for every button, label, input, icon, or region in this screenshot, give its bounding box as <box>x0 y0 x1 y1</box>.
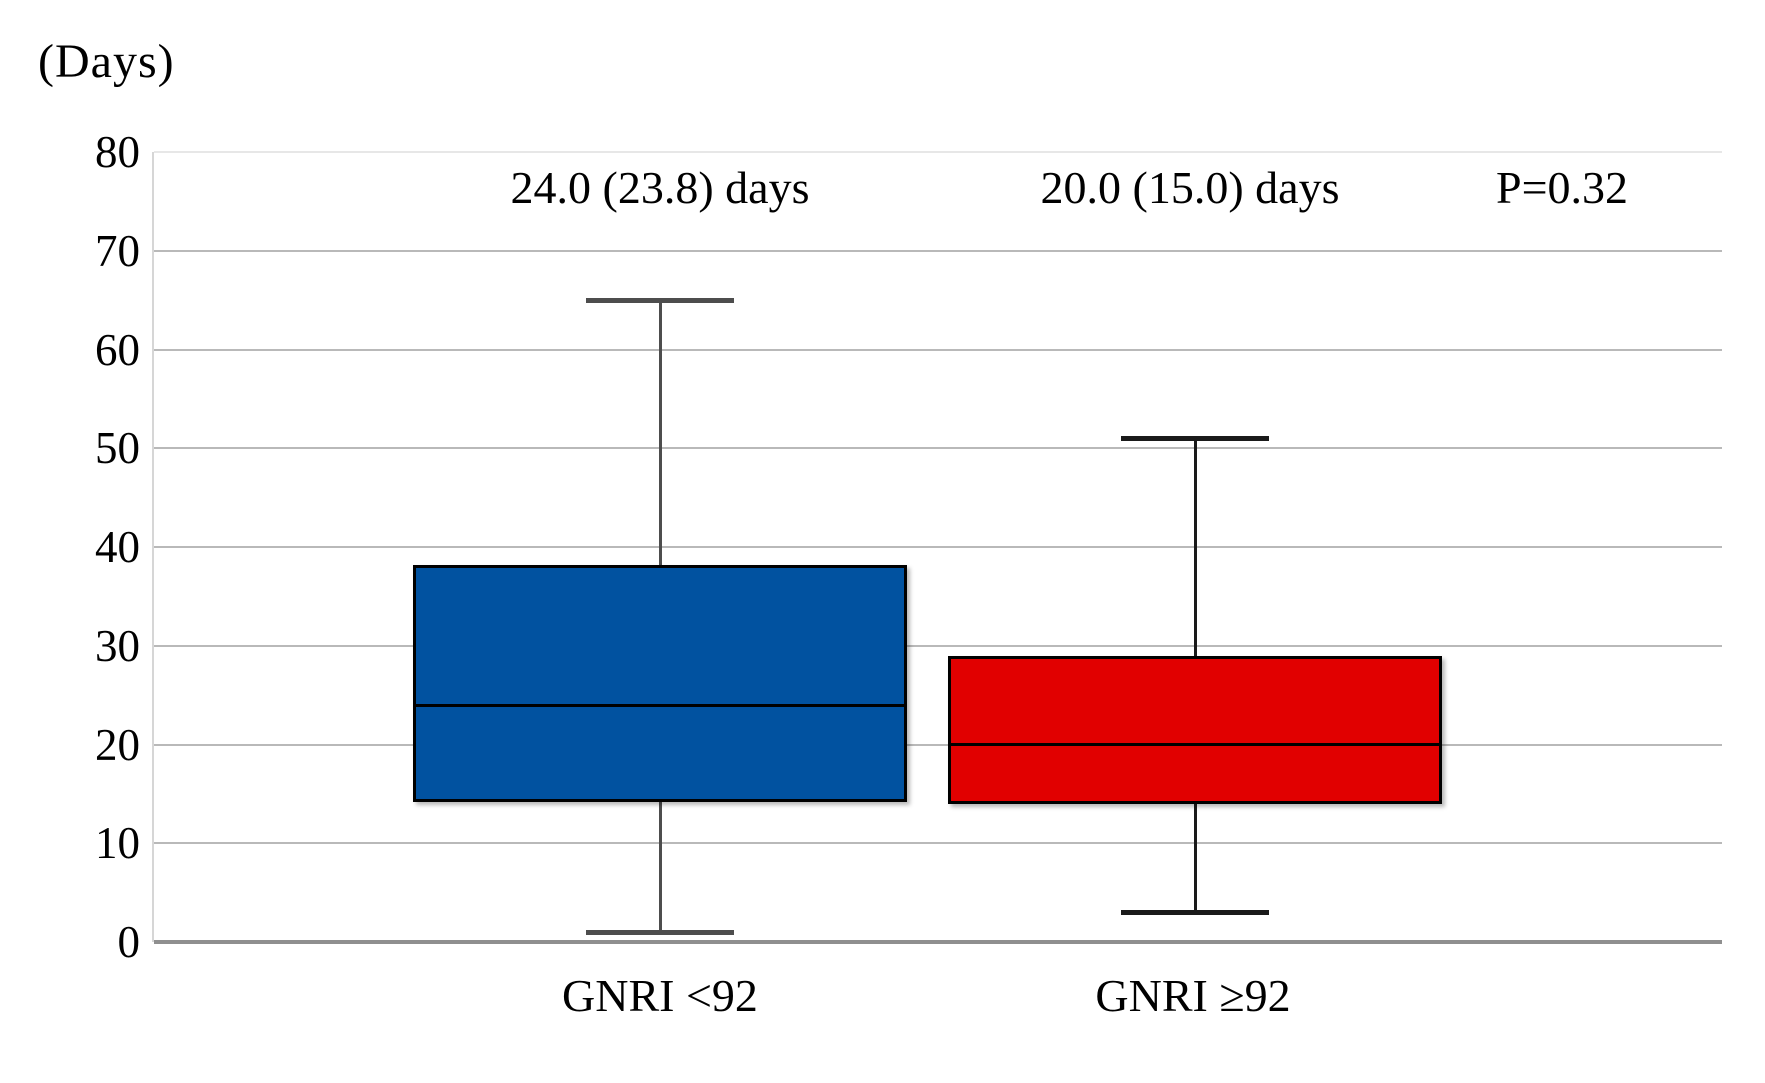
p-value-label: P=0.32 <box>1495 162 1629 213</box>
x-axis-line <box>154 940 1722 944</box>
y-tick-label-80: 80 <box>95 127 140 177</box>
x-axis-label-group-1: GNRI <92 <box>562 970 758 1021</box>
gridline-20 <box>154 743 1722 746</box>
gridline-50 <box>154 447 1722 450</box>
gridline-70 <box>154 249 1722 252</box>
y-tick-label-60: 60 <box>95 324 140 375</box>
annotation-group-2: 20.0 (15.0) days <box>1040 162 1340 213</box>
y-tick-label-20: 20 <box>95 719 140 770</box>
y-tick-label-10: 10 <box>95 818 140 869</box>
whisker-lower-group-1 <box>658 801 662 933</box>
median-line-group-2 <box>948 743 1442 746</box>
x-axis-label-group-2: GNRI ≥92 <box>1095 970 1291 1021</box>
annotation-group-1: 24.0 (23.8) days <box>510 162 810 213</box>
box-group-2 <box>948 655 1442 804</box>
y-tick-label-40: 40 <box>95 522 140 572</box>
box-group-1 <box>413 564 907 802</box>
y-tick-label-70: 70 <box>95 225 140 276</box>
whisker-upper-group-1 <box>658 300 662 565</box>
gridline-80 <box>154 151 1722 153</box>
y-tick-label-30: 30 <box>95 620 140 671</box>
gridline-30 <box>154 644 1722 647</box>
whisker-upper-group-2 <box>1193 438 1197 656</box>
whisker-cap-top-group-1 <box>586 297 734 303</box>
gridline-10 <box>154 842 1722 845</box>
gridline-60 <box>154 348 1722 351</box>
plot-area <box>152 151 1722 944</box>
y-tick-label-0: 0 <box>117 917 141 967</box>
gridline-40 <box>154 546 1722 548</box>
whisker-lower-group-2 <box>1193 803 1197 913</box>
y-tick-label-50: 50 <box>95 423 140 474</box>
y-axis-unit-label: (Days) <box>38 35 175 88</box>
whisker-cap-top-group-2 <box>1121 435 1269 441</box>
whisker-cap-bottom-group-1 <box>586 929 734 935</box>
median-line-group-1 <box>413 703 907 707</box>
whisker-cap-bottom-group-2 <box>1121 909 1269 915</box>
